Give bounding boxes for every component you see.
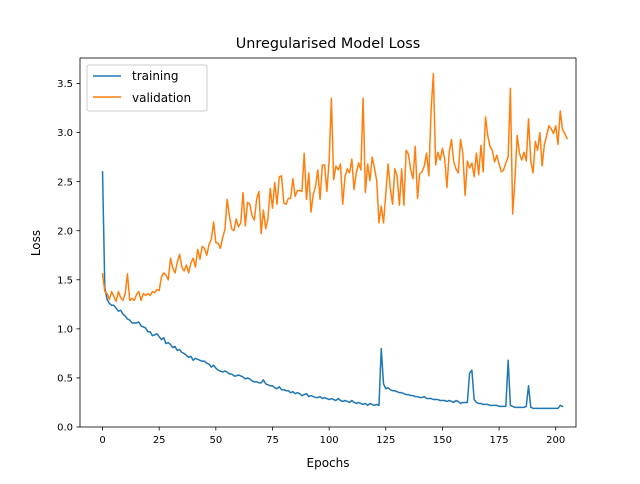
- x-tick-label: 125: [376, 435, 395, 446]
- x-tick-label: 200: [546, 435, 565, 446]
- y-tick-label: 0.0: [57, 423, 73, 434]
- x-tick-label: 100: [320, 435, 339, 446]
- series-line-training: [101, 171, 564, 410]
- plot-frame: [79, 57, 577, 428]
- legend-label-validation: validation: [132, 91, 191, 105]
- series-line-validation: [101, 72, 569, 303]
- y-axis-label: Loss: [29, 230, 43, 256]
- y-tick-label: 1.0: [57, 324, 73, 335]
- y-tick-label: 2.0: [57, 226, 73, 237]
- x-tick-label: 75: [266, 435, 279, 446]
- y-tick-label: 0.5: [57, 374, 73, 385]
- y-tick-label: 2.5: [57, 177, 73, 188]
- x-tick-label: 50: [209, 435, 222, 446]
- y-tick-label: 3.5: [57, 79, 73, 90]
- x-tick-label: 150: [433, 435, 452, 446]
- y-tick-label: 1.5: [57, 275, 73, 286]
- x-axis: 0 25 50 75 100 125 150 175 200: [99, 427, 565, 446]
- series-layer: [101, 72, 569, 410]
- x-tick-label: 0: [99, 435, 105, 446]
- y-axis: 0.0 0.5 1.0 1.5 2.0 2.5 3.0 3.5: [57, 79, 80, 434]
- x-tick-label: 25: [153, 435, 166, 446]
- legend: training validation: [86, 64, 208, 112]
- y-tick-label: 3.0: [57, 128, 73, 139]
- x-tick-label: 175: [490, 435, 509, 446]
- chart-title: Unregularised Model Loss: [236, 36, 421, 52]
- legend-label-training: training: [132, 69, 179, 83]
- x-axis-label: Epochs: [307, 456, 350, 470]
